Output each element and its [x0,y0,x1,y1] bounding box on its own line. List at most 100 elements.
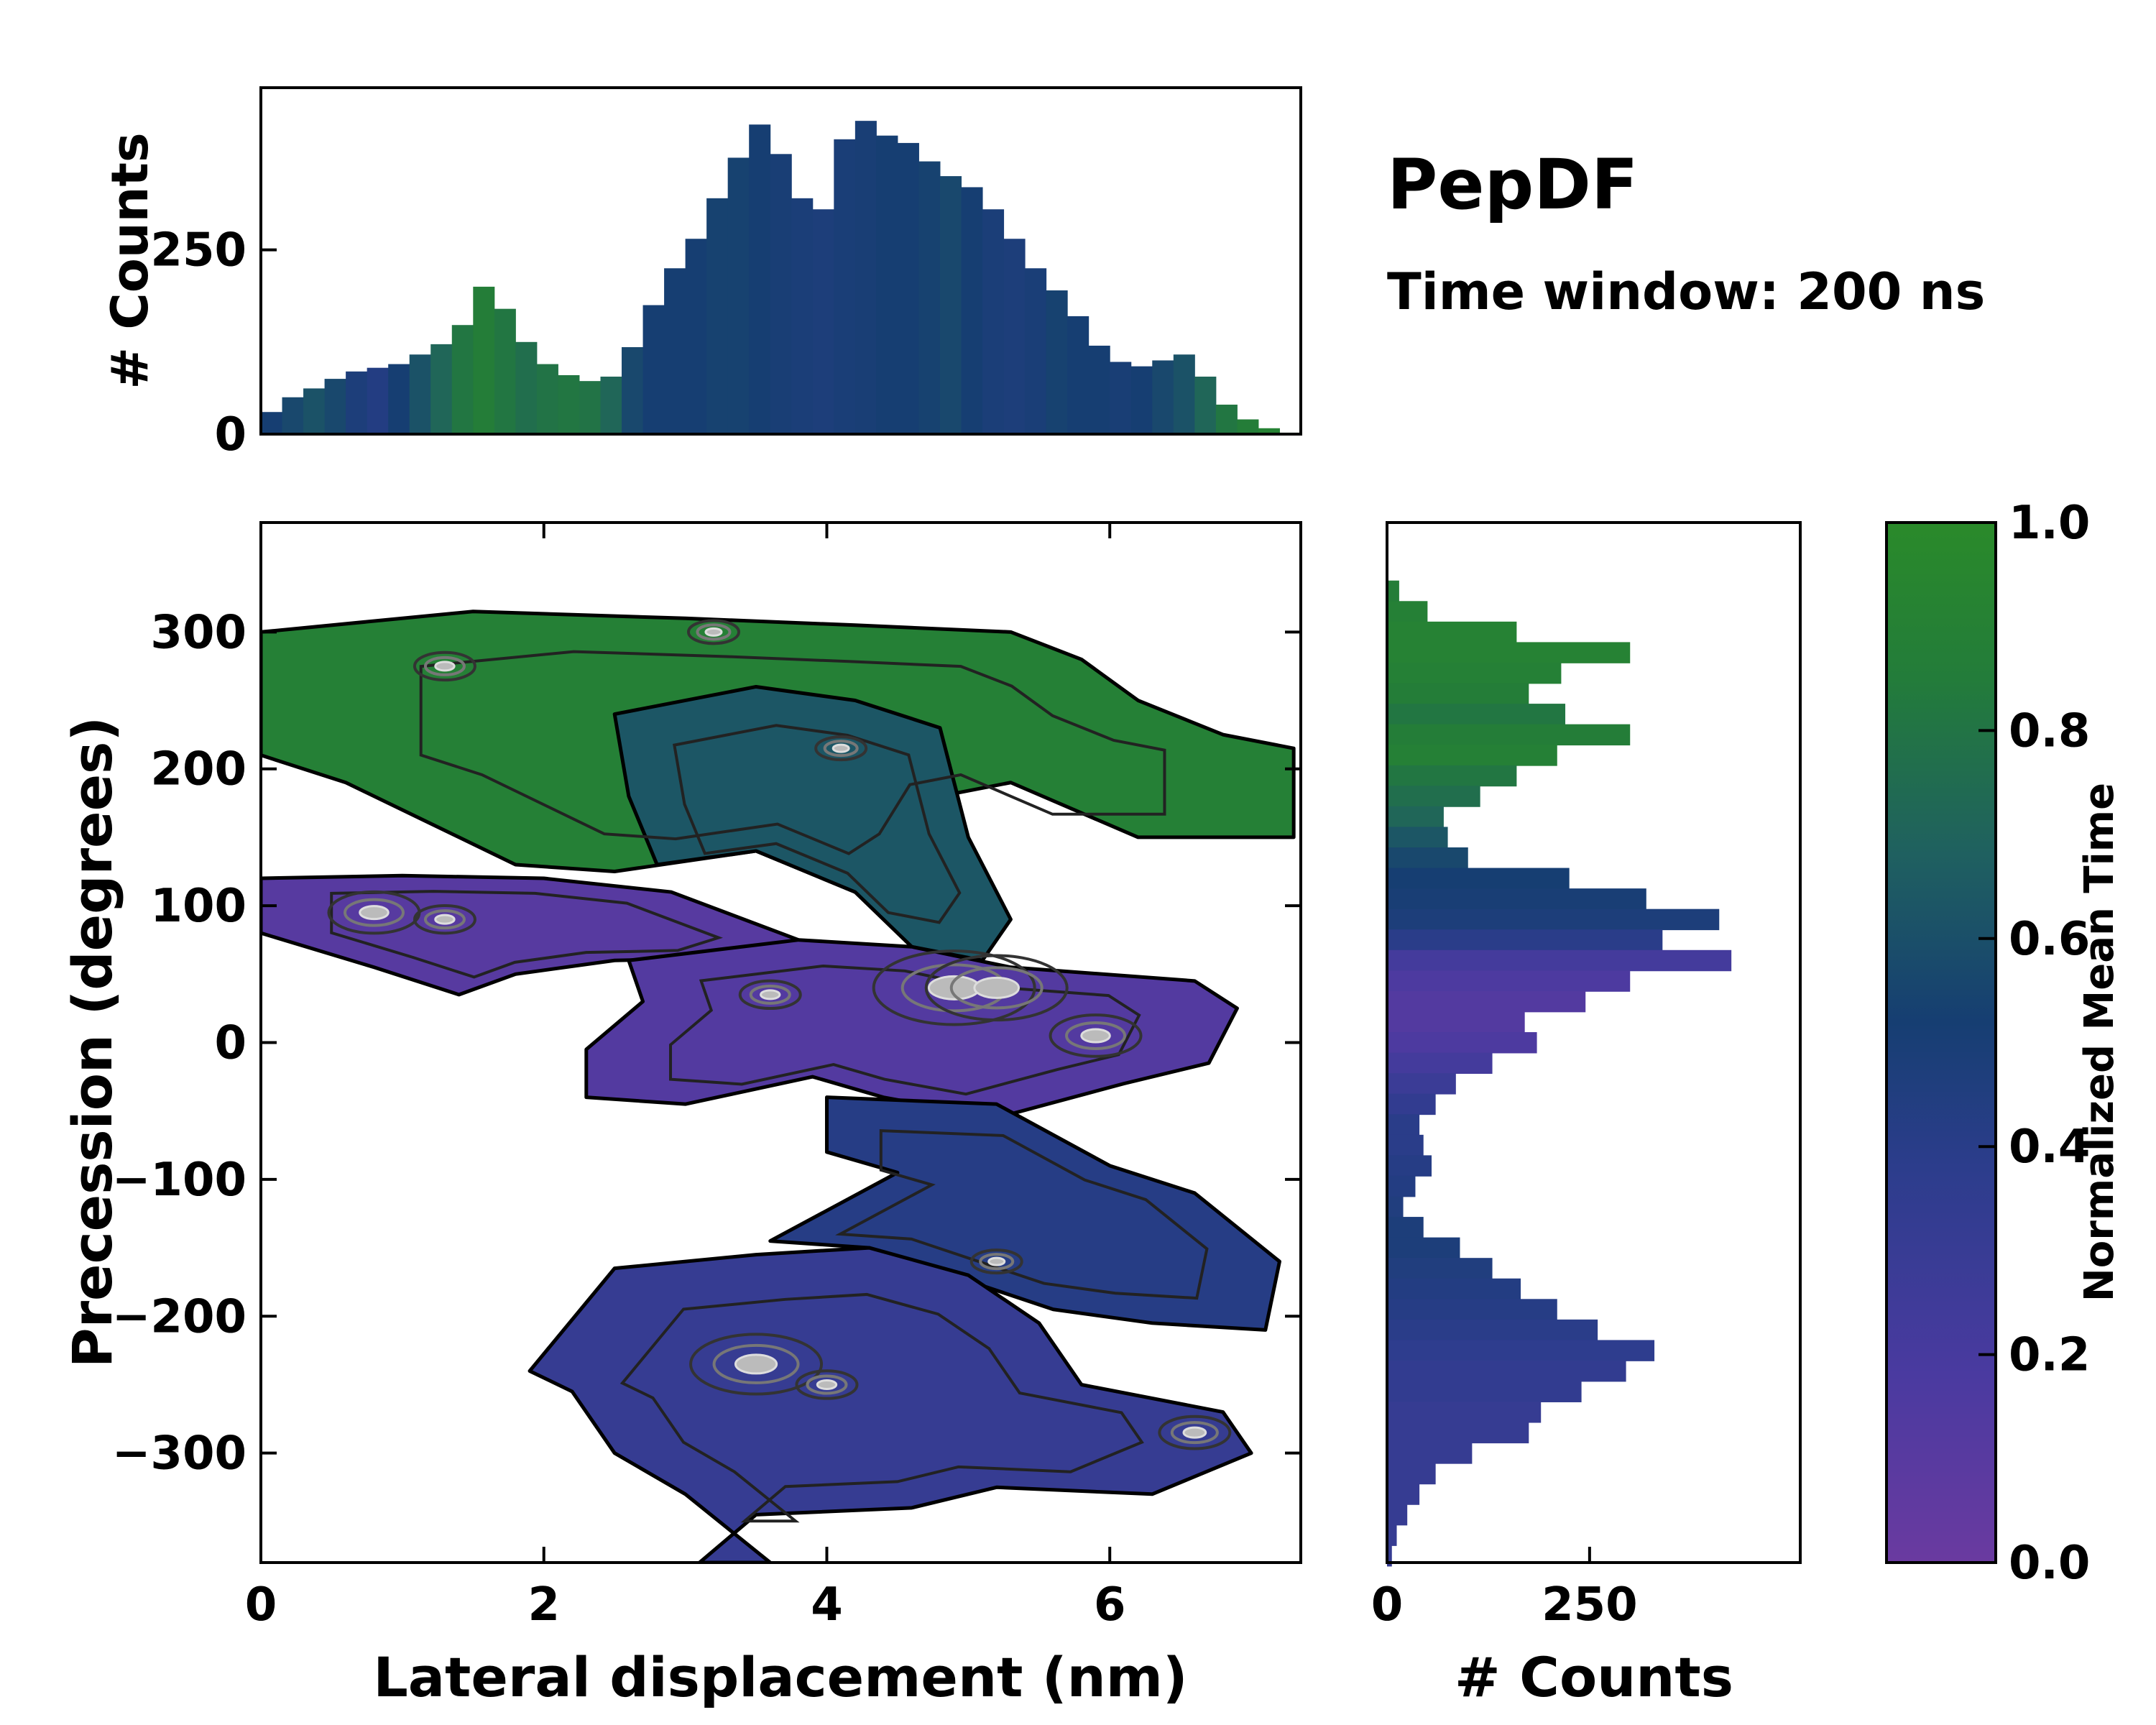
top-histogram-bar [451,325,474,434]
density-peak [434,914,456,925]
contour-mid-blue [835,1129,1209,1300]
top-histogram-bar [346,371,368,434]
top-histogram-bar [1025,268,1047,434]
top-histogram-bar [961,187,983,434]
colorbar-gradient [1885,521,1997,1564]
right-histogram-bar [1387,888,1646,910]
right-histogram-bar [1387,1278,1521,1300]
density-contour-outer [689,1333,824,1396]
density-contour-mid [979,1253,1015,1271]
right-histogram-bar [1387,580,1399,602]
right-histogram-bar [1387,1360,1626,1382]
top-histogram-bar [918,161,941,434]
top-histogram-bar [282,397,304,434]
right-histogram-bar [1387,1422,1529,1444]
right-histogram-bar [1387,847,1468,869]
density-peak [987,1256,1006,1266]
right-x-tick-label: 0 [1371,1578,1404,1632]
right-histogram-xlabel: # Counts [1455,1645,1733,1709]
y-tick-label: 300 [150,606,247,659]
right-histogram-bar [1387,662,1562,684]
main-xlabel: Lateral displacement (nm) [373,1645,1187,1709]
top-histogram-bar [1173,354,1195,434]
right-histogram-bar [1387,1175,1416,1197]
right-histogram-bar [1387,1155,1432,1177]
top-histogram-bars [261,121,1302,435]
right-histogram-bar [1387,704,1566,725]
region-mid-blue [768,1095,1281,1332]
top-histogram-bar [1110,362,1132,434]
right-histogram-bar [1387,745,1557,766]
right-histogram-bar [1387,970,1631,992]
density-peak [831,743,850,753]
colorbar-tick-label: 1.0 [2009,497,2090,550]
y-tick-label: −200 [112,1290,247,1343]
top-histogram-bar [536,364,558,434]
x-tick-label: 0 [245,1578,277,1632]
colorbar-tick-label: 0.2 [2009,1329,2090,1382]
density-contour-outer [413,650,476,682]
density-contour-outer [872,949,1036,1026]
right-histogram-bar [1387,1524,1397,1546]
y-tick-label: 200 [150,743,247,796]
top-histogram-bar [430,344,453,434]
density-contour-outer [924,954,1069,1022]
top-histogram-bar [409,354,431,434]
density-peak [760,989,781,1000]
y-tick-label: −300 [112,1427,247,1481]
top-histogram-bar [324,379,346,434]
right-histogram-bar [1387,1402,1542,1423]
right-histogram-bar [1387,1484,1420,1505]
right-histogram-bar [1387,601,1428,622]
top-histogram-bar [388,364,410,434]
top-histogram-ticks: 0 250 [150,224,277,461]
right-histogram-bars [1387,580,1732,1567]
right-histogram-bar [1387,1217,1424,1238]
density-contour-mid [1065,1021,1127,1050]
top-histogram-frame [259,86,1302,436]
top-histogram-bar [939,176,962,434]
density-contour-outer [686,619,740,645]
density-contour-mid [712,1343,800,1384]
top-histogram-bar [1194,377,1217,434]
right-histogram-bar [1387,1299,1557,1320]
top-histogram-ylabel: # Counts [101,132,160,389]
top-histogram-bar [622,346,644,434]
main-ylabel: Precession (degrees) [60,717,124,1368]
top-histogram-bar [473,286,495,434]
density-contour-outer [969,1248,1023,1275]
right-histogram-bar [1387,1463,1436,1485]
y-tick-label: −100 [112,1154,247,1207]
figure-title: PepDF [1387,144,1638,225]
right-histogram-bar [1387,765,1517,787]
right-histogram-bar [1387,786,1480,807]
x-tick-label: 6 [1094,1578,1126,1632]
top-histogram-bar [642,305,665,434]
figure-subtitle: Time window: 200 ns [1387,262,1985,321]
y-tick-label: 0 [214,1017,247,1070]
right-histogram-bar [1387,621,1517,643]
right-histogram-bar [1387,949,1732,972]
heatmap-regions [261,610,1296,1563]
density-contour-outer [1158,1414,1232,1450]
colorbar-tick-label: 0.8 [2009,704,2090,758]
right-histogram-bar [1387,1073,1456,1095]
density-contour-mid [343,898,405,927]
heatmap-density-peaks [327,619,1232,1450]
colorbar-tick-label: 0.4 [2009,1121,2090,1174]
top-histogram-bar [1067,316,1089,434]
right-histogram-bar [1387,827,1448,848]
top-histogram-bar [1258,428,1280,434]
density-peak [1080,1028,1111,1044]
density-contour-outer [795,1369,859,1400]
top-histogram-bar [664,268,686,434]
right-x-tick-label: 250 [1542,1578,1638,1632]
right-histogram-bar [1387,1258,1493,1279]
top-histogram-bar [854,121,877,435]
top-histogram-bar [770,154,792,435]
main-heatmap: 0 2 4 6 300 200 100 0 −100 −200 −300 Lateral displ… [60,521,1302,1709]
colorbar-label: Normalized Mean Time [2076,783,2123,1302]
right-histogram-bar [1387,1340,1655,1361]
density-peak [434,661,456,672]
right-histogram-bar [1387,1504,1408,1526]
